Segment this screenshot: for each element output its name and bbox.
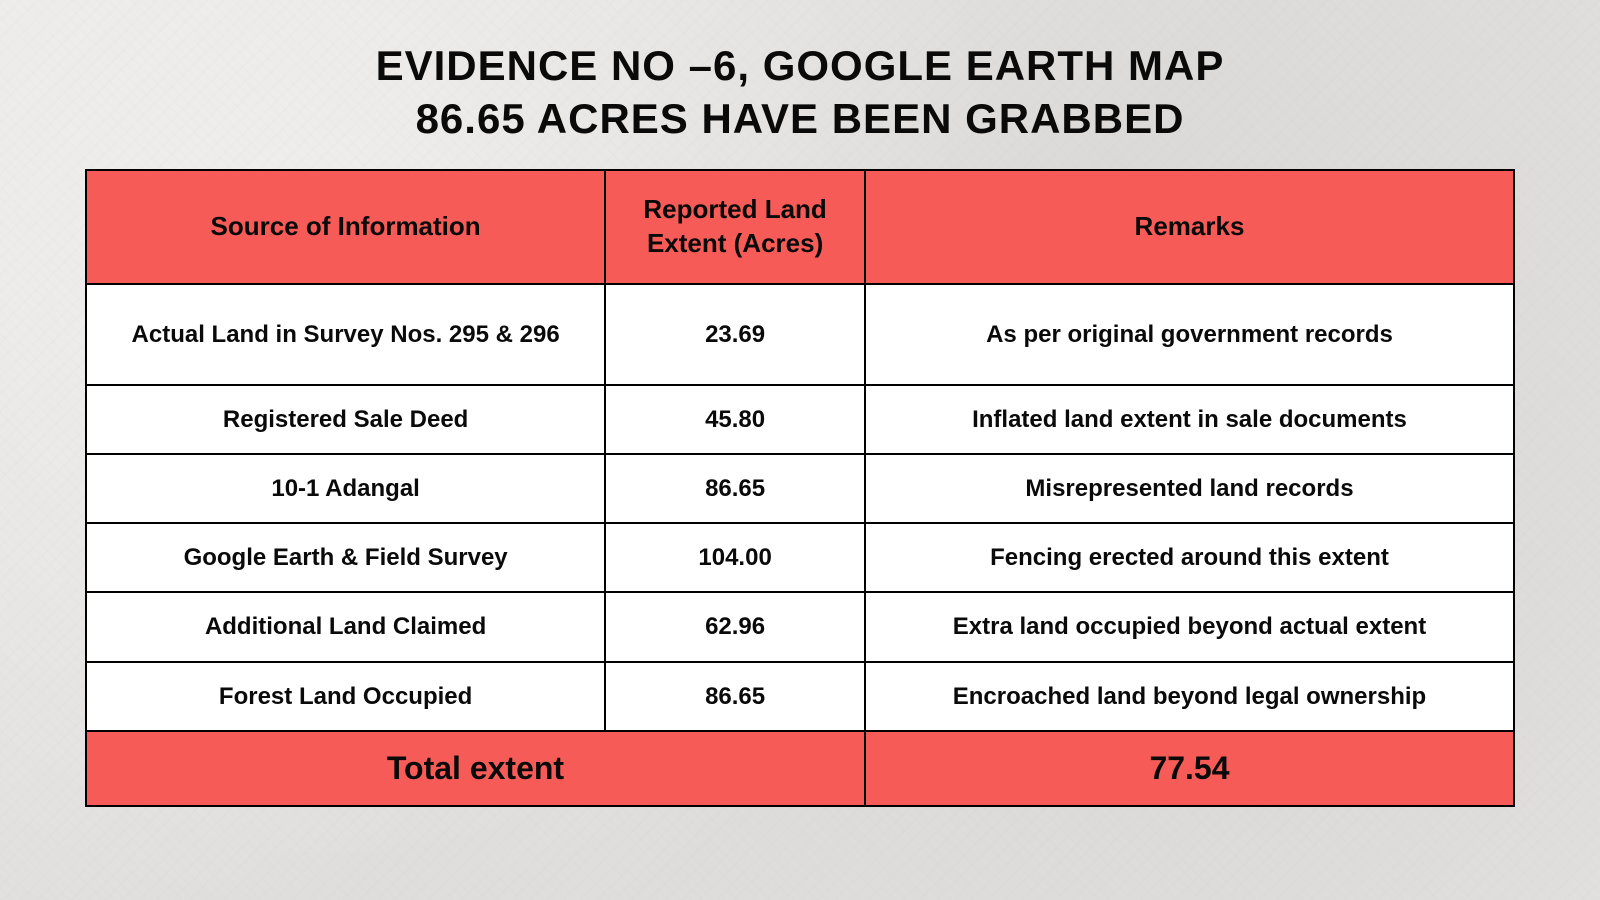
evidence-table: Source of Information Reported Land Exte… (85, 169, 1515, 807)
table-row: 10-1 Adangal86.65Misrepresented land rec… (86, 454, 1514, 523)
cell-extent: 86.65 (605, 662, 865, 731)
cell-source: Additional Land Claimed (86, 592, 605, 661)
title-line-2: 86.65 ACRES HAVE BEEN GRABBED (416, 95, 1185, 142)
cell-remarks: Fencing erected around this extent (865, 523, 1514, 592)
cell-source: Forest Land Occupied (86, 662, 605, 731)
cell-source: 10-1 Adangal (86, 454, 605, 523)
col-header-source: Source of Information (86, 170, 605, 284)
table-row: Additional Land Claimed62.96Extra land o… (86, 592, 1514, 661)
cell-remarks: Inflated land extent in sale documents (865, 385, 1514, 454)
table-row: Forest Land Occupied86.65Encroached land… (86, 662, 1514, 731)
table-body: Actual Land in Survey Nos. 295 & 29623.6… (86, 284, 1514, 731)
table-row: Actual Land in Survey Nos. 295 & 29623.6… (86, 284, 1514, 385)
cell-extent: 104.00 (605, 523, 865, 592)
footer-value: 77.54 (865, 731, 1514, 806)
slide-content: EVIDENCE NO –6, GOOGLE EARTH MAP 86.65 A… (50, 40, 1550, 807)
table-footer: Total extent 77.54 (86, 731, 1514, 806)
cell-remarks: Extra land occupied beyond actual extent (865, 592, 1514, 661)
title-line-1: EVIDENCE NO –6, GOOGLE EARTH MAP (376, 42, 1225, 89)
table-row: Registered Sale Deed45.80Inflated land e… (86, 385, 1514, 454)
cell-extent: 45.80 (605, 385, 865, 454)
page-title: EVIDENCE NO –6, GOOGLE EARTH MAP 86.65 A… (50, 40, 1550, 145)
cell-remarks: As per original government records (865, 284, 1514, 385)
cell-extent: 23.69 (605, 284, 865, 385)
cell-extent: 62.96 (605, 592, 865, 661)
col-header-remarks: Remarks (865, 170, 1514, 284)
col-header-extent: Reported Land Extent (Acres) (605, 170, 865, 284)
cell-source: Registered Sale Deed (86, 385, 605, 454)
cell-source: Google Earth & Field Survey (86, 523, 605, 592)
table-row: Google Earth & Field Survey104.00Fencing… (86, 523, 1514, 592)
cell-remarks: Misrepresented land records (865, 454, 1514, 523)
footer-label: Total extent (86, 731, 865, 806)
cell-remarks: Encroached land beyond legal ownership (865, 662, 1514, 731)
cell-source: Actual Land in Survey Nos. 295 & 296 (86, 284, 605, 385)
cell-extent: 86.65 (605, 454, 865, 523)
table-header: Source of Information Reported Land Exte… (86, 170, 1514, 284)
